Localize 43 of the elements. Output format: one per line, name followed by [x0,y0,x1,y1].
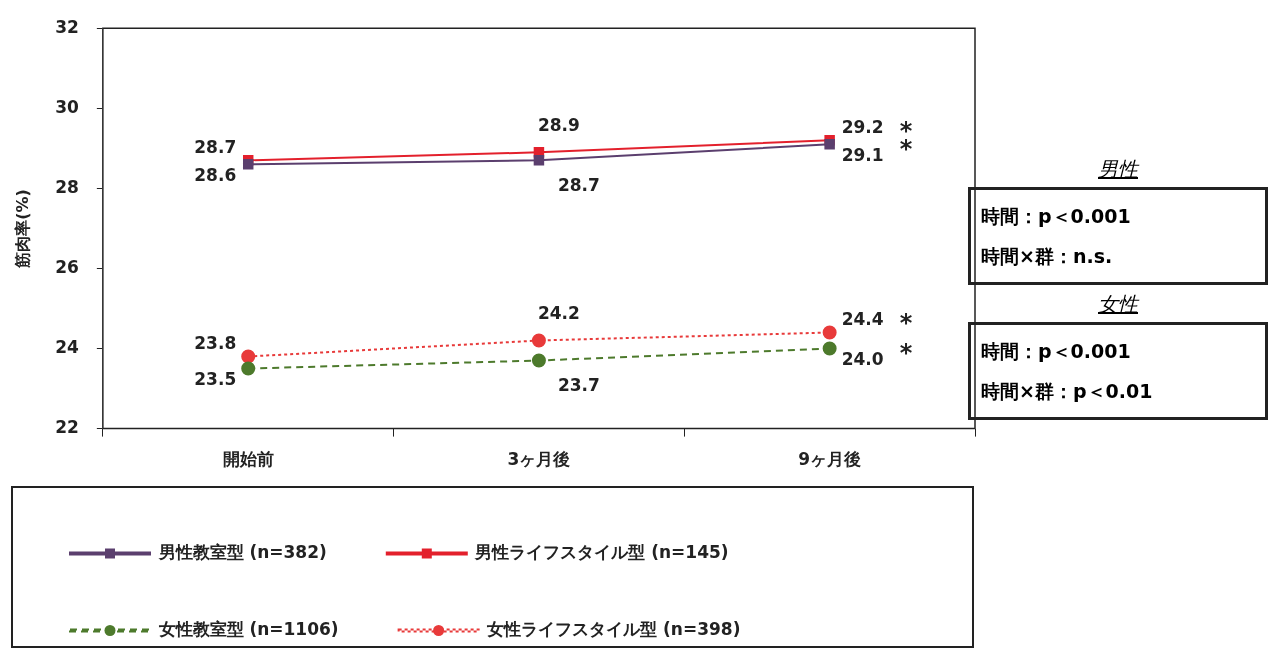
data-label: 29.2 [841,116,884,137]
text: 時間×群：p＜0.01 [981,379,1154,404]
text: 時間：p＜0.001 [981,204,1132,229]
data-label: 23.8 [194,332,237,353]
data-label: 29.1 [841,144,884,165]
data-label: 23.5 [194,368,237,389]
point [241,349,256,364]
x-tick-label: 3ヶ月後 [507,449,571,470]
legend-label: 男性教室型 (n=382) [157,541,327,562]
y-tick-label: 24 [55,336,80,357]
y-axis-title: 筋肉率(%) [12,189,32,269]
data-label: 28.7 [557,174,600,195]
annotation: * [899,338,913,367]
legend-label: 女性教室型 (n=1106) [157,618,339,639]
text: 時間：p＜0.001 [981,339,1132,364]
point [531,353,546,368]
point [822,325,837,340]
point [822,341,837,356]
point [531,333,546,348]
point [824,139,835,150]
data-label: 24.4 [841,308,884,329]
annotation: * [899,308,913,337]
data-label: 28.7 [194,136,237,157]
point [241,361,256,376]
point [242,159,254,170]
data-label: 24.0 [841,348,884,369]
y-tick-label: 28 [55,176,79,197]
point [533,155,545,166]
legend-label: 女性ライフスタイル型 (n=398) [486,618,741,639]
y-tick-label: 30 [55,96,80,117]
data-label: 23.7 [557,374,600,395]
text: 男性 [1097,156,1141,183]
text: 女性 [1097,291,1141,318]
data-label: 28.9 [537,114,580,135]
y-tick-label: 32 [55,16,79,37]
text: 時間×群：n.s. [981,244,1114,269]
y-tick-label: 26 [55,256,79,277]
data-label: 24.2 [537,302,580,323]
legend-label: 男性ライフスタイル型 (n=145) [474,541,729,562]
data-label: 28.6 [194,164,237,185]
x-tick-label: 9ヶ月後 [798,449,862,470]
x-tick-label: 開始前 [222,449,274,470]
y-tick-label: 22 [55,417,79,438]
